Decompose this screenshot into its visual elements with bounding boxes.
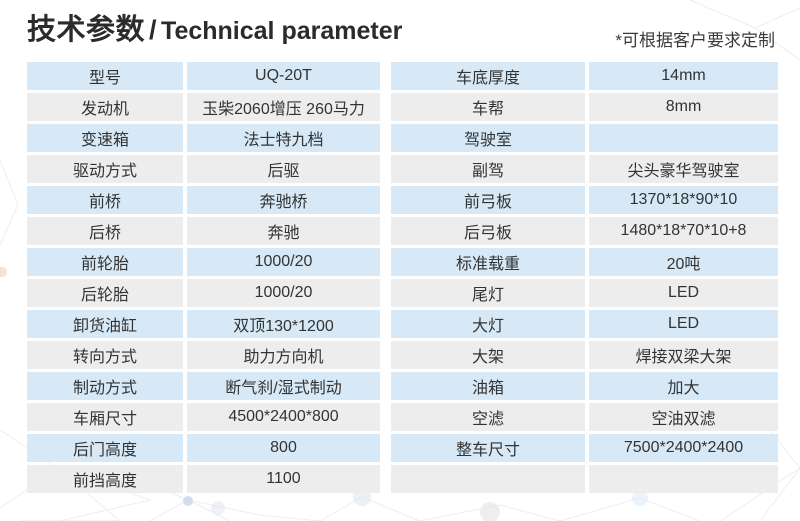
spec-value: 焊接双梁大架 (589, 341, 778, 369)
spec-row: 前轮胎 1000/20 (27, 248, 380, 276)
spec-value: 奔驰桥 (187, 186, 380, 214)
spec-value: 助力方向机 (187, 341, 380, 369)
spec-value: 尖头豪华驾驶室 (589, 155, 778, 183)
spec-label: 驾驶室 (391, 124, 585, 152)
spec-value: 加大 (589, 372, 778, 400)
page-title-en: Technical parameter (161, 17, 403, 45)
spec-label: 后门高度 (27, 434, 183, 462)
spec-row: 油箱 加大 (391, 372, 778, 400)
spec-value: 1000/20 (187, 248, 380, 276)
spec-value: 后驱 (187, 155, 380, 183)
spec-row: 尾灯 LED (391, 279, 778, 307)
spec-row: 变速箱 法士特九档 (27, 124, 380, 152)
spec-value: 800 (187, 434, 380, 462)
spec-label: 车底厚度 (391, 62, 585, 90)
spec-row: 卸货油缸 双顶130*1200 (27, 310, 380, 338)
spec-row: 前弓板 1370*18*90*10 (391, 186, 778, 214)
spec-row: 后门高度 800 (27, 434, 380, 462)
spec-value: 1480*18*70*10+8 (589, 217, 778, 245)
spec-row: 后桥 奔驰 (27, 217, 380, 245)
spec-row: 标准载重 20吨 (391, 248, 778, 276)
spec-value: 空油双滤 (589, 403, 778, 431)
spec-value: UQ-20T (187, 62, 380, 90)
spec-value: LED (589, 279, 778, 307)
spec-label: 标准载重 (391, 248, 585, 276)
spec-row: 型号 UQ-20T (27, 62, 380, 90)
spec-row: 前桥 奔驰桥 (27, 186, 380, 214)
spec-label: 空滤 (391, 403, 585, 431)
spec-row: 车底厚度 14mm (391, 62, 778, 90)
spec-value: 法士特九档 (187, 124, 380, 152)
spec-label: 后轮胎 (27, 279, 183, 307)
spec-row: 驱动方式 后驱 (27, 155, 380, 183)
spec-label: 油箱 (391, 372, 585, 400)
spec-label: 变速箱 (27, 124, 183, 152)
spec-row: 大架 焊接双梁大架 (391, 341, 778, 369)
spec-label: 发动机 (27, 93, 183, 121)
spec-label: 前轮胎 (27, 248, 183, 276)
spec-value: 双顶130*1200 (187, 310, 380, 338)
spec-label: 前挡高度 (27, 465, 183, 493)
title-divider: / (149, 15, 158, 45)
spec-value: 玉柴2060增压 260马力 (187, 93, 380, 121)
spec-label: 卸货油缸 (27, 310, 183, 338)
spec-label: 车帮 (391, 93, 585, 121)
spec-value: 奔驰 (187, 217, 380, 245)
spec-value: 1370*18*90*10 (589, 186, 778, 214)
spec-label: 副驾 (391, 155, 585, 183)
spec-row: 驾驶室 (391, 124, 778, 152)
spec-value: 断气刹/湿式制动 (187, 372, 380, 400)
spec-row: 车帮 8mm (391, 93, 778, 121)
spec-row: 后轮胎 1000/20 (27, 279, 380, 307)
page-title-zh: 技术参数 (27, 14, 146, 46)
spec-row: 发动机 玉柴2060增压 260马力 (27, 93, 380, 121)
spec-value: LED (589, 310, 778, 338)
spec-label: 尾灯 (391, 279, 585, 307)
spec-value: 1100 (187, 465, 380, 493)
page-title: 技术参数 / Technical parameter (27, 12, 402, 49)
spec-label: 大架 (391, 341, 585, 369)
spec-value (589, 124, 778, 152)
spec-row (391, 465, 778, 493)
spec-label: 后桥 (27, 217, 183, 245)
spec-row: 车厢尺寸 4500*2400*800 (27, 403, 380, 431)
page-header: 技术参数 / Technical parameter *可根据客户要求定制 (27, 12, 775, 51)
spec-row: 整车尺寸 7500*2400*2400 (391, 434, 778, 462)
spec-label: 前弓板 (391, 186, 585, 214)
spec-value: 14mm (589, 62, 778, 90)
spec-label: 转向方式 (27, 341, 183, 369)
spec-value: 1000/20 (187, 279, 380, 307)
spec-table-right: 车底厚度 14mm 车帮 8mm 驾驶室 副驾 尖头豪华驾驶室 前弓板 1370*18*… (391, 62, 778, 493)
spec-label: 整车尺寸 (391, 434, 585, 462)
spec-value: 4500*2400*800 (187, 403, 380, 431)
spec-label (391, 465, 585, 493)
spec-row: 大灯 LED (391, 310, 778, 338)
spec-label: 制动方式 (27, 372, 183, 400)
spec-row: 空滤 空油双滤 (391, 403, 778, 431)
spec-value: 20吨 (589, 248, 778, 276)
spec-label: 型号 (27, 62, 183, 90)
spec-value: 7500*2400*2400 (589, 434, 778, 462)
spec-label: 前桥 (27, 186, 183, 214)
customization-note: *可根据客户要求定制 (615, 31, 775, 50)
spec-label: 驱动方式 (27, 155, 183, 183)
spec-row: 转向方式 助力方向机 (27, 341, 380, 369)
spec-row: 制动方式 断气刹/湿式制动 (27, 372, 380, 400)
spec-value (589, 465, 778, 493)
spec-label: 后弓板 (391, 217, 585, 245)
spec-row: 前挡高度 1100 (27, 465, 380, 493)
spec-label: 车厢尺寸 (27, 403, 183, 431)
spec-value: 8mm (589, 93, 778, 121)
spec-table-left: 型号 UQ-20T 发动机 玉柴2060增压 260马力 变速箱 法士特九档 驱动方式… (27, 62, 380, 493)
spec-row: 副驾 尖头豪华驾驶室 (391, 155, 778, 183)
spec-label: 大灯 (391, 310, 585, 338)
spec-row: 后弓板 1480*18*70*10+8 (391, 217, 778, 245)
